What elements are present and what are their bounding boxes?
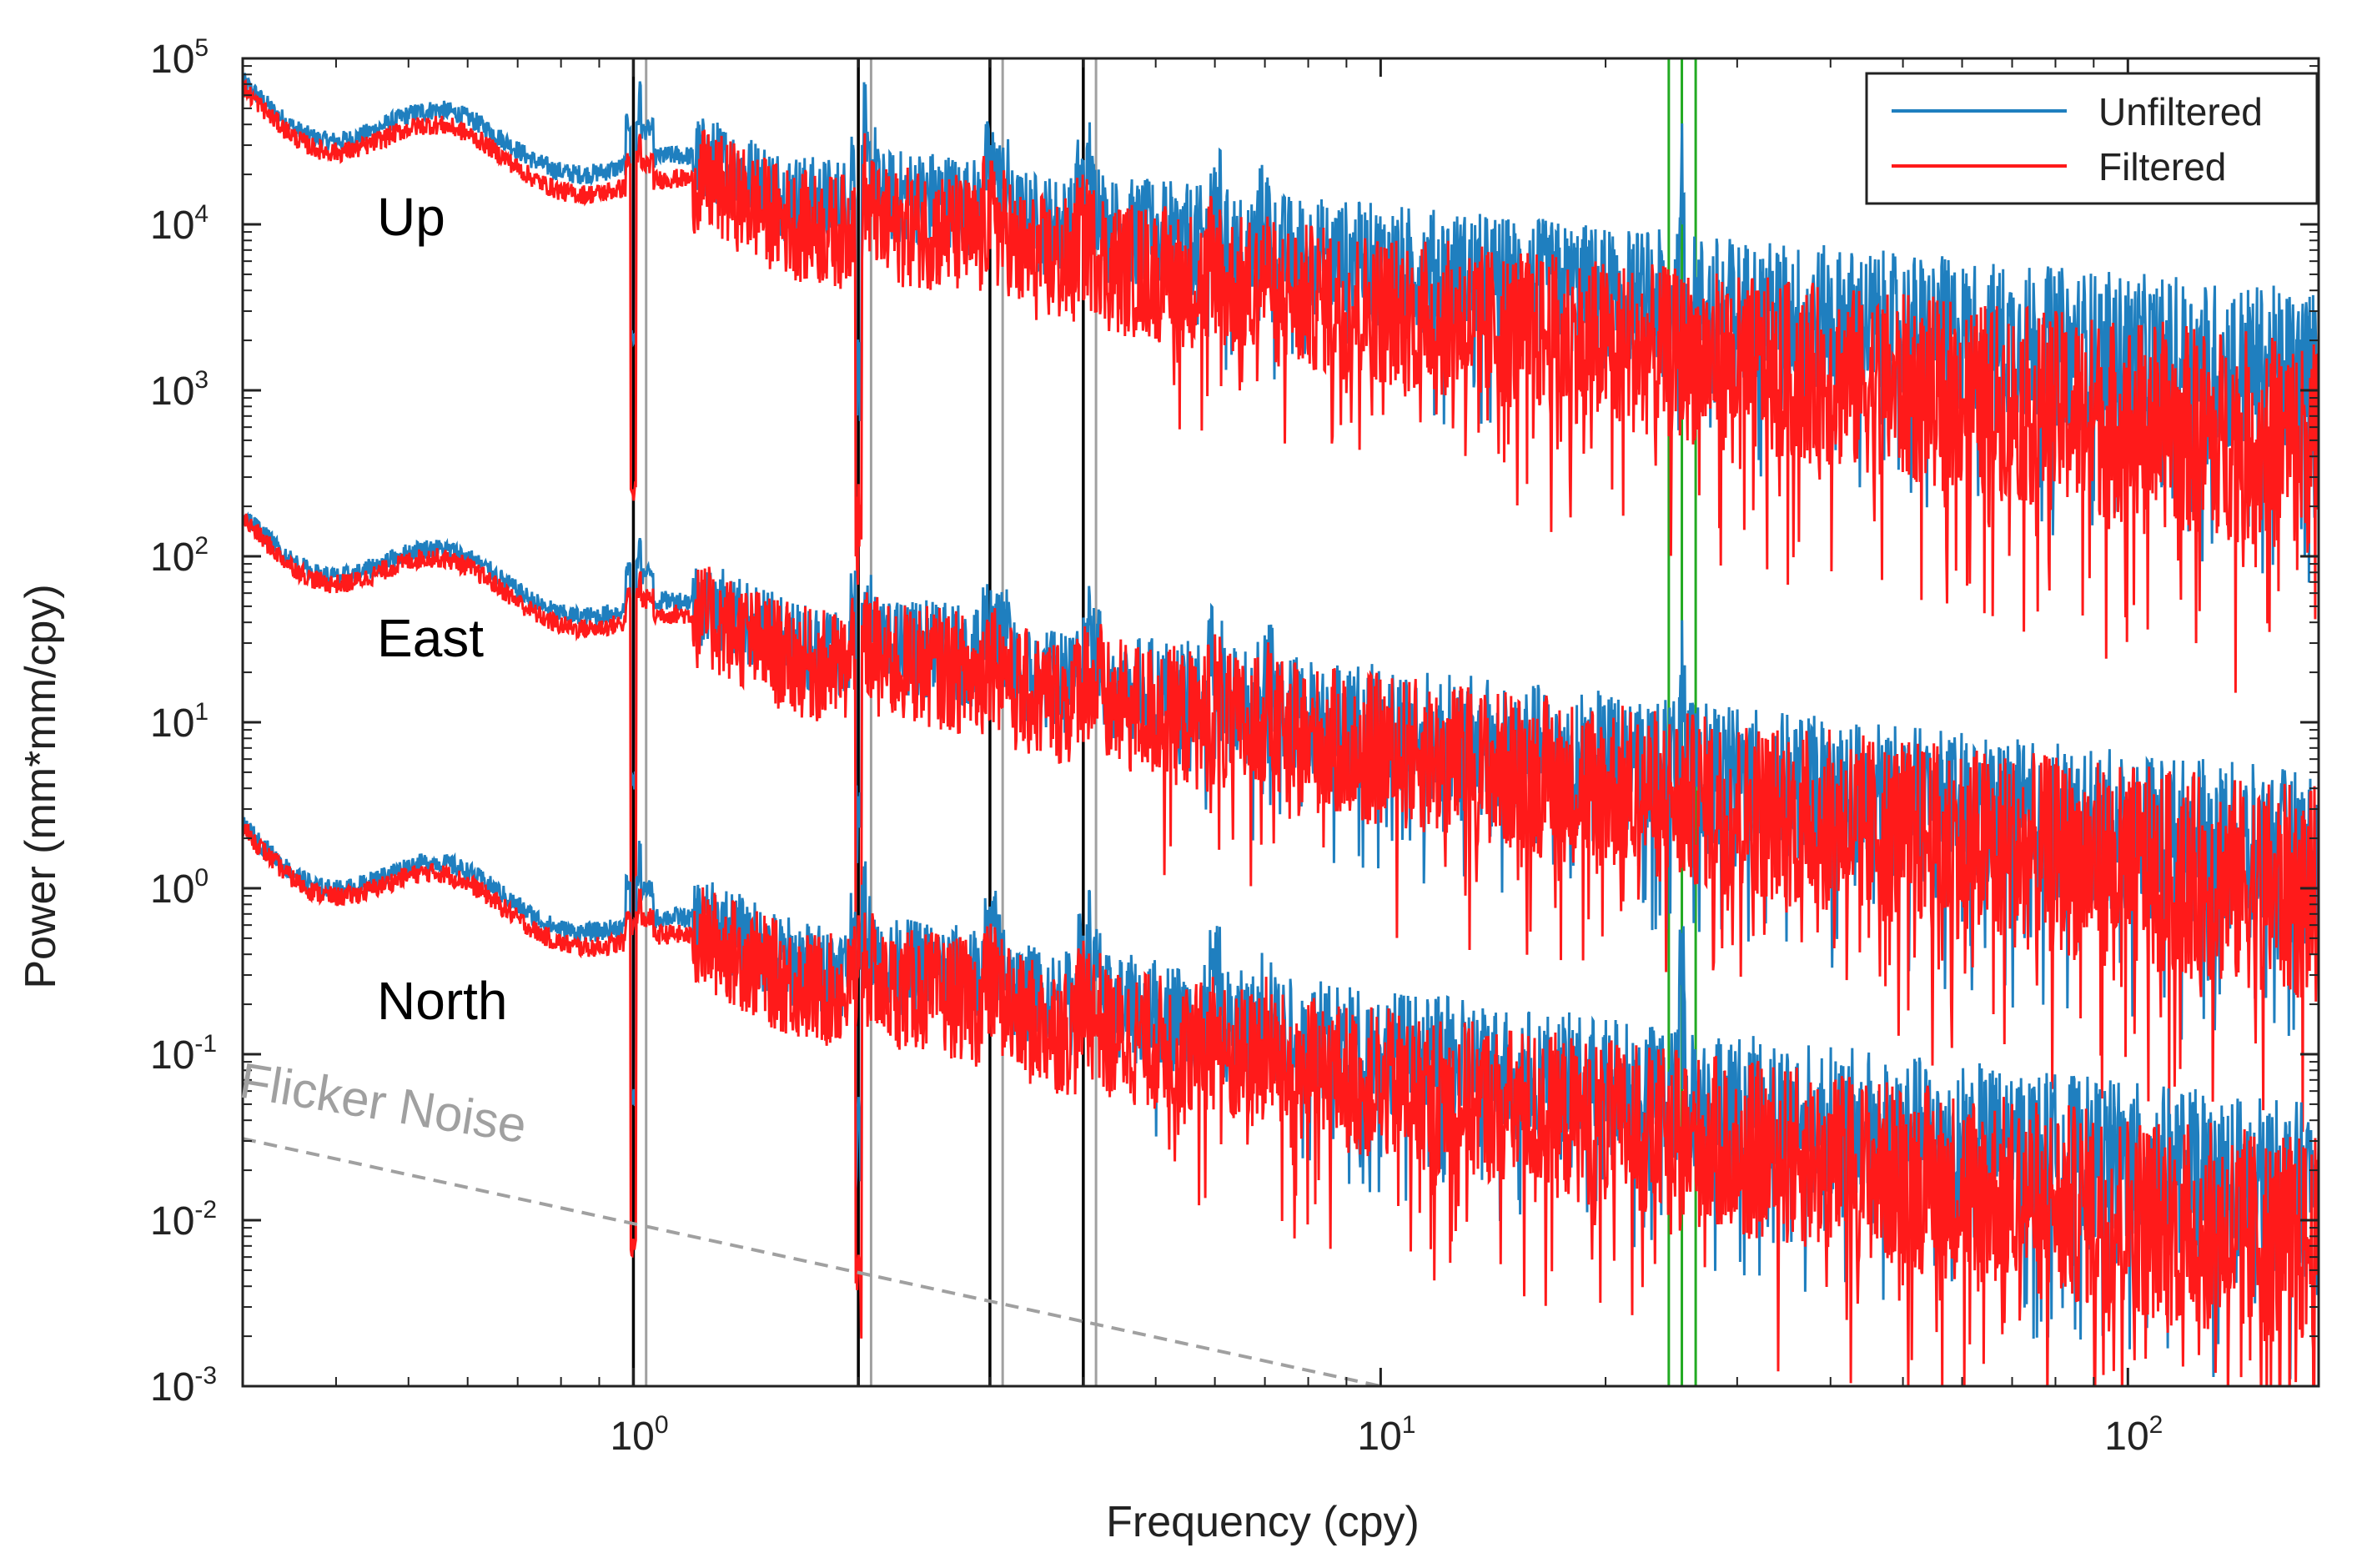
x-axis-title: Frequency (cpy) xyxy=(1106,1498,1420,1546)
y-tick-label: 104 xyxy=(150,200,209,248)
legend-label-filtered: Filtered xyxy=(2098,145,2226,188)
legend: Unfiltered Filtered xyxy=(1865,72,2319,205)
y-tick-label: 101 xyxy=(150,698,209,746)
y-tick-label: 103 xyxy=(150,366,209,414)
series-north-filtered xyxy=(243,823,2319,1386)
series-label-north: North xyxy=(377,971,508,1031)
x-tick-label: 102 xyxy=(2104,1411,2163,1459)
y-tick-label: 10-2 xyxy=(150,1196,217,1244)
y-tick-label: 10-3 xyxy=(150,1362,217,1410)
series-layer xyxy=(243,73,2319,1386)
series-east-filtered xyxy=(243,513,2319,1133)
series-up-filtered xyxy=(243,78,2319,693)
y-tick-label: 100 xyxy=(150,864,209,912)
y-axis-title: Power (mm*mm/cpy) xyxy=(17,584,65,988)
legend-label-unfiltered: Unfiltered xyxy=(2098,90,2263,133)
series-label-east: East xyxy=(377,608,484,668)
y-tick-label: 105 xyxy=(150,34,209,82)
y-tick-label: 102 xyxy=(150,532,209,580)
legend-box xyxy=(1865,72,2319,205)
x-tick-label: 101 xyxy=(1357,1411,1415,1459)
y-tick-label: 10-1 xyxy=(150,1030,217,1078)
x-tick-label: 100 xyxy=(610,1411,668,1459)
ticks-layer: 105 104 103 102 101 100 10-1 10-2 10-3 100 101 102 xyxy=(150,34,2319,1459)
series-label-up: Up xyxy=(377,187,445,247)
